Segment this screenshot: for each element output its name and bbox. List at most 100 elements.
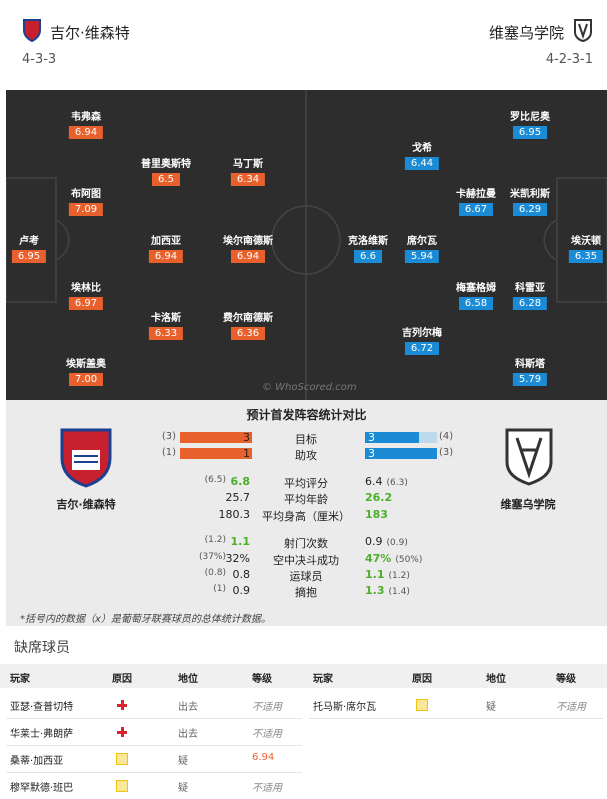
home-name: 吉尔·维森特 — [50, 24, 130, 42]
player-rating: 6.58 — [458, 297, 494, 310]
stat-away: 26.2 — [365, 491, 392, 504]
comparison: 预计首发阵容统计对比 吉尔·维森特 维塞乌学院 *括号内的数据（x）是葡萄牙联赛… — [6, 400, 607, 626]
stat-value: 0.9 — [365, 535, 383, 548]
rating: 6.94 — [252, 752, 275, 763]
player-rating: 6.6 — [354, 250, 382, 263]
row-divider — [6, 745, 302, 746]
player: 费尔南德斯 6.36 — [223, 309, 273, 340]
player-name: 卡洛斯 — [150, 313, 181, 324]
missing-title: 缺席球员 — [14, 640, 70, 656]
stat-away: 1.1 (1.2) — [365, 568, 410, 581]
table-header-bg — [0, 664, 607, 688]
home-crest — [23, 19, 41, 42]
stat-value: 6.4 — [365, 475, 383, 488]
rating: 不适用 — [252, 783, 282, 794]
status: 疑 — [486, 702, 496, 713]
stat-league: (4) — [439, 431, 454, 442]
rating: 不适用 — [556, 702, 586, 713]
player: 马丁斯 6.34 — [230, 155, 266, 186]
stat-label: 助攻 — [295, 449, 317, 462]
player-name: 加西亚 — [150, 236, 181, 247]
stat-league: (1.2) — [204, 535, 226, 545]
stat-value: 47% — [365, 552, 392, 565]
player-name: 马丁斯 — [232, 159, 263, 170]
stat-value: 1 — [243, 447, 250, 460]
player-name: 费尔南德斯 — [223, 313, 273, 324]
player-rating: 6.29 — [512, 203, 548, 216]
player-name: 卡赫拉曼 — [456, 189, 496, 200]
stat-value: 3 — [368, 447, 375, 460]
player-name: 埃斯盖奥 — [66, 359, 106, 370]
row-divider — [6, 718, 302, 719]
player-name: 戈希 — [411, 143, 432, 154]
player-name: 埃尔南德斯 — [223, 236, 273, 247]
stat-league: (1) — [161, 447, 176, 458]
player-name: 席尔瓦 — [406, 236, 437, 247]
player-rating: 6.36 — [230, 327, 266, 340]
column-header: 原因 — [412, 674, 432, 685]
player-rating: 6.94 — [148, 250, 184, 263]
note: *括号内的数据（x）是葡萄牙联赛球员的总体统计数据。 — [20, 614, 271, 625]
player-name: 华莱士·弗朗萨 — [10, 729, 74, 740]
stat-league: (50%) — [395, 555, 423, 565]
column-header: 地位 — [486, 674, 506, 685]
stat-away: 1.3 (1.4) — [365, 584, 410, 597]
away-formation: 4-2-3-1 — [545, 52, 593, 67]
player-name: 卢考 — [18, 236, 39, 247]
player: 卢考 6.95 — [11, 232, 47, 263]
player-rating: 6.94 — [68, 126, 104, 139]
player-rating: 5.94 — [404, 250, 440, 263]
player-name: 布阿图 — [70, 189, 101, 200]
player-name: 罗比尼奥 — [510, 112, 550, 123]
player-name: 亚瑟·查普切特 — [10, 702, 74, 713]
stat-league: (3) — [439, 447, 454, 458]
stat-league: (1.2) — [388, 571, 410, 581]
comparison-title: 预计首发阵容统计对比 — [246, 408, 367, 422]
watermark: © WhoScored.com — [262, 382, 357, 393]
stat-away: 47% (50%) — [365, 552, 422, 565]
stat-value: 0.8 — [232, 568, 251, 581]
home-team: 吉尔·维森特 — [56, 498, 116, 511]
player-rating: 6.95 — [11, 250, 47, 263]
away-logo — [505, 428, 553, 486]
player-rating: 7.00 — [68, 373, 104, 386]
status: 疑 — [178, 783, 188, 794]
player: 戈希 6.44 — [404, 139, 440, 170]
player-rating: 6.5 — [152, 173, 180, 186]
player-name: 埃沃顿 — [570, 236, 601, 247]
status: 疑 — [178, 756, 188, 767]
player: 吉列尔梅 6.72 — [402, 324, 442, 355]
stat-league: (6.5) — [204, 475, 226, 485]
stat-label: 运球员 — [289, 570, 323, 583]
player-rating: 6.72 — [404, 342, 440, 355]
stat-league: (6.3) — [386, 478, 408, 488]
reason-icon — [116, 699, 128, 711]
player-name: 托马斯·席尔瓦 — [313, 702, 377, 713]
stat-league: (1) — [213, 584, 226, 594]
player-rating: 6.67 — [458, 203, 494, 216]
player-rating: 6.28 — [512, 297, 548, 310]
player: 普里奥斯特 6.5 — [141, 155, 191, 186]
stat-league: (0.8) — [204, 568, 226, 578]
home-formation: 4-3-3 — [22, 52, 57, 67]
away-name: 维塞乌学院 — [488, 24, 564, 42]
reason-icon — [116, 780, 128, 792]
stat-value: 1.3 — [365, 584, 385, 597]
bar — [365, 432, 419, 443]
player-rating: 6.94 — [230, 250, 266, 263]
stat-value: 25.7 — [225, 491, 251, 504]
stat-label: 空中决斗成功 — [273, 554, 339, 567]
pitch-lines — [6, 90, 607, 400]
stat-league: (1.4) — [388, 587, 410, 597]
player-name: 穆罕默德·班巴 — [10, 783, 74, 794]
player: 卡洛斯 6.33 — [148, 309, 184, 340]
away-team: 维塞乌学院 — [500, 498, 556, 511]
pitch: © WhoScored.com 卢考 6.95 韦弗森 6.94 布阿图 7.09 埃林比 6… — [6, 90, 607, 400]
player-name: 科斯塔 — [514, 359, 545, 370]
stat-value: 1.1 — [365, 568, 385, 581]
player-rating: 6.33 — [148, 327, 184, 340]
stat-away: 0.9 (0.9) — [365, 535, 408, 548]
player: 埃沃顿 6.35 — [568, 232, 604, 263]
stat-league: (3) — [161, 431, 176, 442]
reason-icon — [116, 753, 128, 765]
